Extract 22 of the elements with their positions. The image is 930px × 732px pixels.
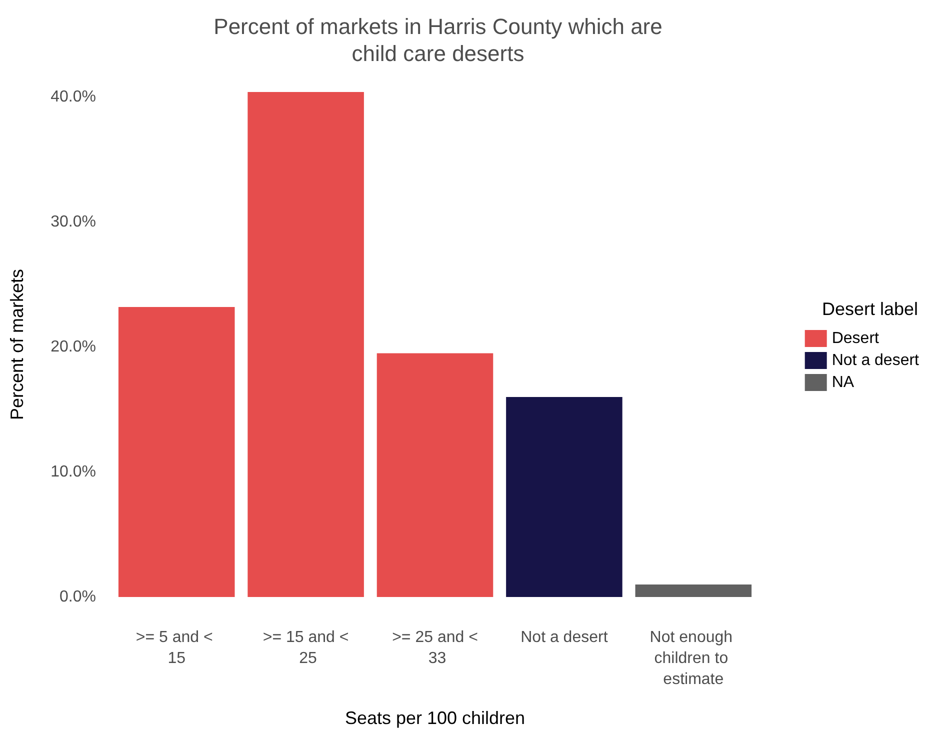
legend-title: Desert label <box>822 299 918 319</box>
x-tick-label: >= 5 and < 15 <box>136 629 218 667</box>
bar <box>506 397 622 597</box>
x-axis-title: Seats per 100 children <box>344 708 526 728</box>
legend-label: Not a desert <box>832 352 920 369</box>
y-tick-label: 20.0% <box>50 338 96 356</box>
legend-label: NA <box>832 374 854 391</box>
x-tick-label: >= 25 and < 33 <box>392 629 478 667</box>
chart-title: Percent of markets in Harris County which are child care deserts <box>214 14 662 66</box>
bar <box>118 307 235 597</box>
x-tick-label: Not a desert <box>520 629 608 646</box>
bar <box>248 92 364 597</box>
y-tick-label: 10.0% <box>50 464 96 480</box>
y-axis-title: Percent of markets <box>7 268 27 420</box>
y-tick-label: 40.0% <box>50 88 96 106</box>
legend-label: Desert <box>832 330 880 347</box>
bar <box>376 353 494 597</box>
x-tick-label: Not enough children to estimate <box>650 629 737 688</box>
y-tick-label: 30.0% <box>50 214 96 230</box>
x-tick-label: >= 15 and < 25 <box>262 629 349 667</box>
y-tick-label: 0.0% <box>60 588 96 606</box>
bar <box>635 584 752 597</box>
